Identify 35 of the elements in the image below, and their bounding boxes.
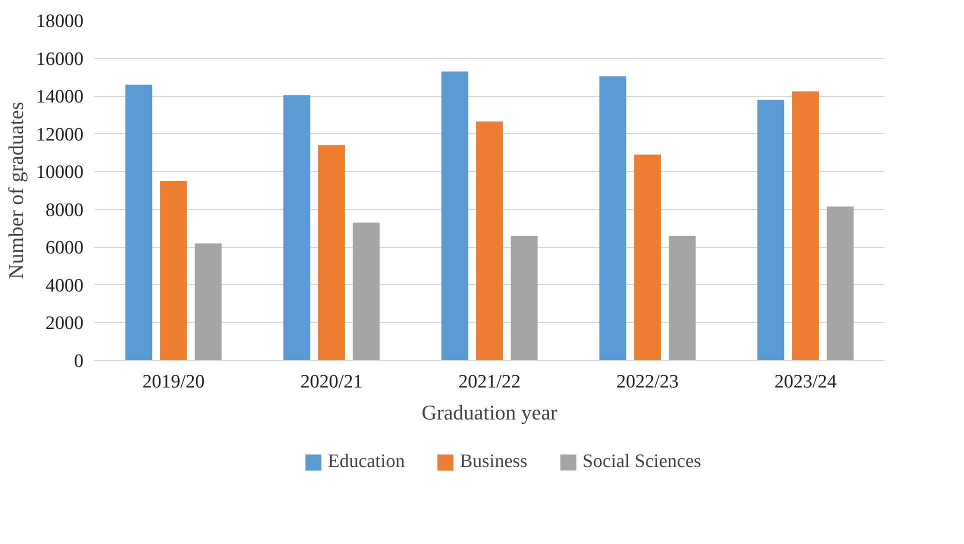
bar — [352, 222, 380, 360]
bar — [441, 72, 468, 360]
bar — [599, 76, 626, 360]
x-tick-label: 2019/20 — [142, 372, 205, 392]
y-tick-label: 16000 — [36, 48, 84, 70]
x-tick-label: 2023/24 — [774, 372, 838, 392]
y-tick-label: 4000 — [46, 275, 84, 296]
y-tick-label: 0 — [74, 351, 84, 372]
bar — [757, 100, 784, 360]
bar — [668, 236, 696, 360]
bar — [318, 145, 345, 360]
bar — [792, 91, 819, 360]
y-tick-label: 6000 — [46, 238, 84, 259]
bar — [283, 95, 310, 360]
bar — [510, 236, 538, 360]
x-tick-label: 2022/23 — [616, 372, 679, 392]
legend-label: Social Sciences — [582, 451, 702, 473]
y-tick-label: 18000 — [36, 11, 84, 32]
y-tick-label: 12000 — [36, 124, 84, 146]
y-axis-title: Number of graduates — [4, 102, 28, 280]
legend-label: Business — [460, 451, 528, 473]
x-axis-title: Graduation year — [422, 400, 558, 424]
x-tick-label: 2020/21 — [300, 372, 363, 392]
bar — [194, 243, 222, 360]
y-tick-label: 2000 — [46, 313, 84, 334]
bar — [826, 206, 854, 360]
bar — [125, 84, 152, 360]
bar — [634, 154, 661, 360]
bar — [160, 181, 187, 360]
y-tick-label: 14000 — [36, 86, 84, 108]
y-tick-label: 8000 — [46, 200, 84, 221]
legend-label: Education — [328, 451, 405, 473]
y-tick-label: 10000 — [36, 162, 84, 184]
x-tick-label: 2021/22 — [458, 372, 521, 392]
bar — [476, 122, 503, 360]
